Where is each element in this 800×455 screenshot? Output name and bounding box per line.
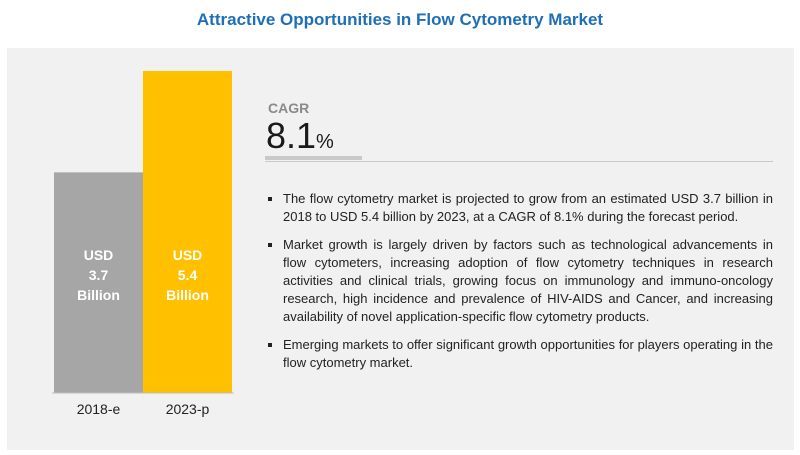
- cagr-number: 8.1: [266, 115, 317, 156]
- cagr-label: CAGR: [268, 100, 310, 116]
- bullet-text: Market growth is largely driven by facto…: [283, 237, 773, 324]
- bar-data-label: Billion: [77, 287, 120, 303]
- bar-data-label: 5.4: [178, 267, 198, 283]
- x-tick-label: 2023-p: [166, 401, 210, 417]
- bullet-item: Market growth is largely driven by facto…: [267, 236, 773, 326]
- bullet-item: Emerging markets to offer significant gr…: [267, 336, 773, 372]
- bullet-list: The flow cytometry market is projected t…: [267, 190, 773, 382]
- x-tick-label: 2018-e: [77, 401, 121, 417]
- bullet-icon: [268, 343, 272, 347]
- divider: [265, 161, 773, 162]
- bullet-text: The flow cytometry market is projected t…: [283, 191, 773, 224]
- bullet-icon: [268, 197, 272, 201]
- cagr-value: 8.1%: [266, 115, 334, 157]
- bullet-icon: [268, 243, 272, 247]
- bar-data-label: USD: [173, 247, 203, 263]
- bullet-text: Emerging markets to offer significant gr…: [283, 337, 773, 370]
- bar-data-label: 3.7: [89, 267, 109, 283]
- cagr-unit: %: [316, 131, 334, 153]
- cagr-underline: [265, 156, 362, 160]
- page-title: Attractive Opportunities in Flow Cytomet…: [196, 10, 604, 29]
- bar-data-label: USD: [84, 247, 114, 263]
- bar-2023-p: [143, 71, 232, 393]
- bar-2018-e: [54, 172, 143, 393]
- bar-data-label: Billion: [166, 287, 209, 303]
- bullet-item: The flow cytometry market is projected t…: [267, 190, 773, 226]
